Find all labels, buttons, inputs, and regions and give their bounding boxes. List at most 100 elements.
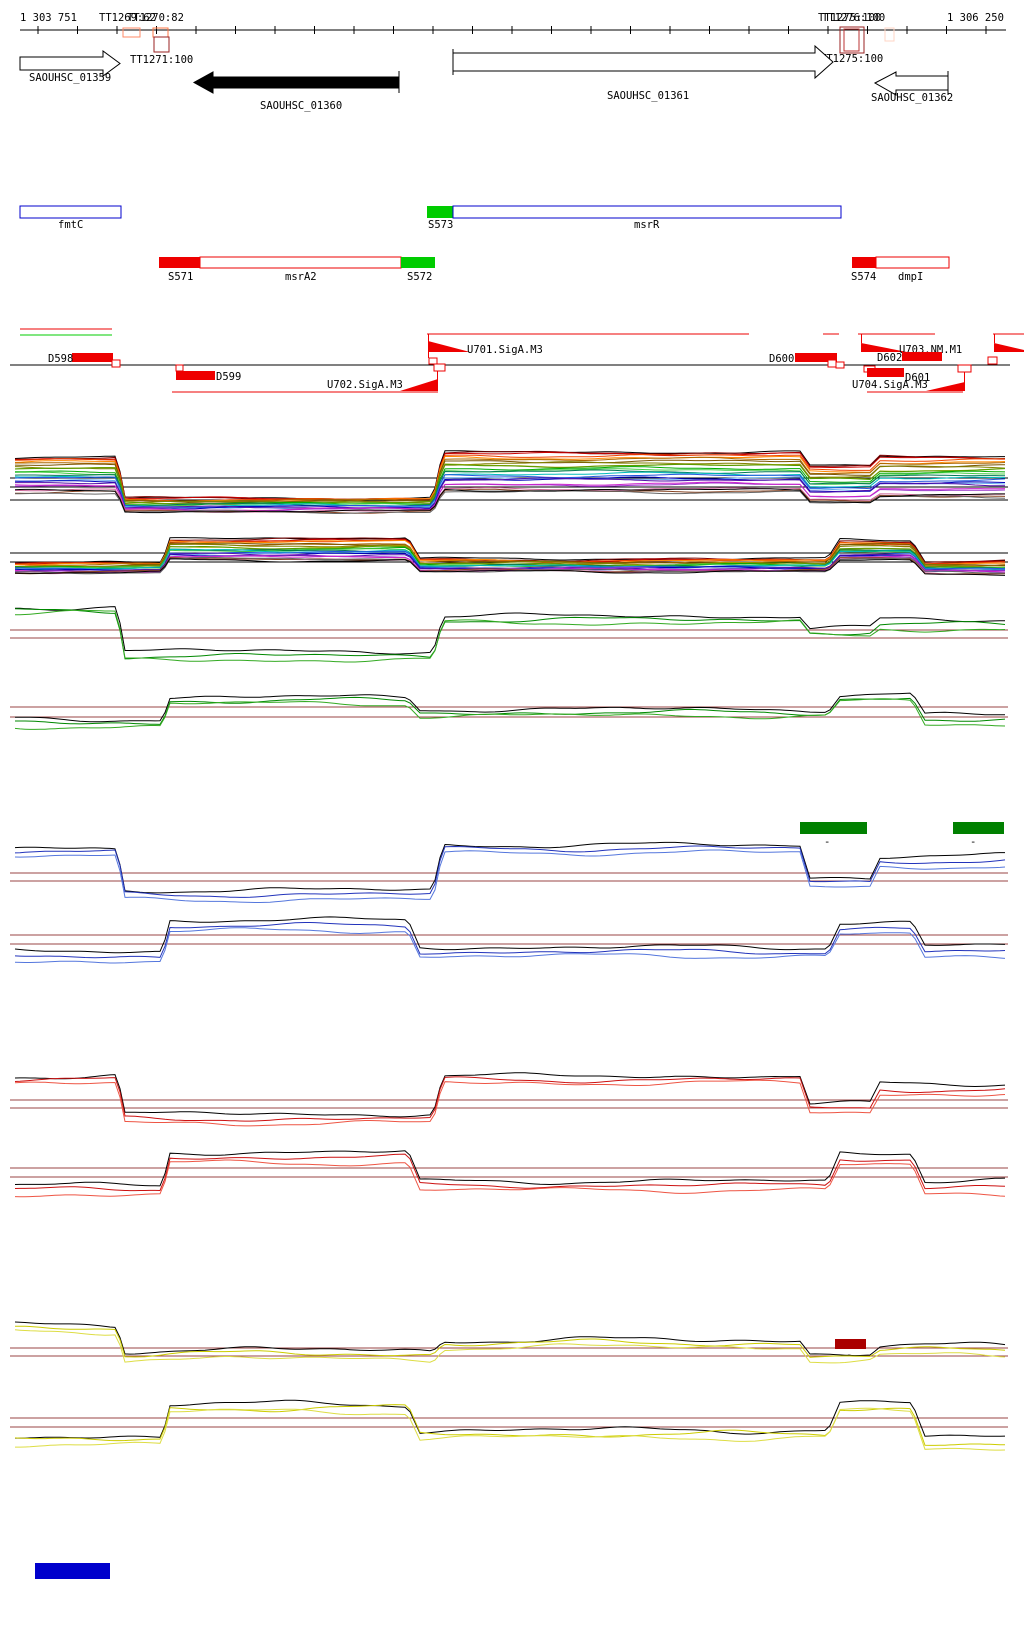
label-saouhsc-01360: SAOUHSC_01360 <box>260 100 342 112</box>
right-edge-marker[interactable] <box>987 356 998 365</box>
feature-box-s574[interactable] <box>852 257 876 268</box>
minus-mark: - <box>846 1349 852 1361</box>
signal-line <box>14 463 1006 505</box>
u703-wedge[interactable] <box>861 343 907 352</box>
label-tt1275-top: TT1275:100 <box>818 12 881 24</box>
signal-line <box>14 488 1005 514</box>
label-s571: S571 <box>168 271 193 283</box>
feature-row-1: fmtC S573 msrR <box>19 205 842 231</box>
label-saouhsc-01361: SAOUHSC_01361 <box>607 90 689 102</box>
signal-line <box>14 469 1006 507</box>
element-box-d601[interactable] <box>867 368 904 377</box>
signal-line <box>15 692 1006 723</box>
gene-arrow-saouhsc-01359[interactable] <box>19 50 121 77</box>
feature-box-msra2[interactable] <box>199 256 402 269</box>
feature-box-s572[interactable] <box>401 257 435 268</box>
signal-line <box>14 459 1005 504</box>
element-box-d600[interactable] <box>795 353 837 362</box>
gene-arrow-saouhsc-01360[interactable] <box>192 71 400 94</box>
signal-line <box>14 1159 1006 1198</box>
signal-line <box>14 916 1006 954</box>
label-saouhsc-01362: SAOUHSC_01362 <box>871 92 953 104</box>
signal-line <box>14 1153 1006 1192</box>
signal-line <box>15 477 1005 510</box>
signal-line <box>15 543 1006 569</box>
signal-line <box>14 1321 1006 1357</box>
right-edge-wedge[interactable] <box>994 343 1024 352</box>
terminator-box-tt1270[interactable] <box>152 27 169 38</box>
blue-bar[interactable] <box>35 1563 110 1579</box>
u702-marker[interactable] <box>433 363 446 372</box>
u701-wedge[interactable] <box>428 341 470 352</box>
label-saouhsc-01359: SAOUHSC_01359 <box>29 72 111 84</box>
track-fwd-blue <box>10 841 1008 903</box>
signal-line <box>14 1329 1006 1364</box>
terminator-box-tt1275[interactable] <box>839 26 865 54</box>
terminator-box-tt1269[interactable] <box>122 27 141 38</box>
track-rev-all <box>10 537 1008 576</box>
terminator-box-tt1276[interactable] <box>843 28 860 52</box>
element-box-d602[interactable] <box>902 352 942 361</box>
signal-line <box>14 1072 1006 1118</box>
signal-line <box>15 1399 1006 1439</box>
element-marker-d598[interactable] <box>111 359 121 368</box>
minus-mark: - <box>970 836 976 848</box>
element-box-d598[interactable] <box>72 353 113 362</box>
signal-line <box>14 1150 1006 1187</box>
green-bar-2[interactable] <box>953 822 1004 834</box>
feature-box-msrr[interactable] <box>452 205 842 219</box>
segment-bars: - - - <box>35 822 1004 1579</box>
signal-line <box>14 922 1006 959</box>
terminator-box-faint[interactable] <box>884 27 895 42</box>
u704-wedge[interactable] <box>926 382 965 391</box>
label-u702: U702.SigA.M3 <box>327 379 403 391</box>
label-d598: D598 <box>48 353 73 365</box>
label-fmtc: fmtC <box>58 219 83 231</box>
signal-line <box>14 540 1006 566</box>
u704-marker[interactable] <box>957 364 972 373</box>
track-rev-green <box>10 692 1008 730</box>
signal-line <box>15 549 1006 571</box>
dark-red-bar[interactable] <box>835 1339 866 1349</box>
track-fwd-yellow <box>10 1321 1008 1364</box>
element-box-d599[interactable] <box>176 371 215 380</box>
signal-line <box>14 841 1005 894</box>
terminator-box-tt1271[interactable] <box>153 36 170 53</box>
element-marker-d599[interactable] <box>175 364 184 372</box>
label-tt1271: TT1271:100 <box>130 54 193 66</box>
signal-line <box>14 1079 1006 1127</box>
track-rev-blue <box>10 916 1008 964</box>
u702-wedge[interactable] <box>400 379 438 391</box>
terminator-annotations: TT1269:62 TT1270:82 TT1271:100 TT1275:10… <box>99 12 895 66</box>
label-d601: D601 <box>905 372 930 384</box>
track-fwd-green <box>10 606 1008 663</box>
label-s574: S574 <box>851 271 876 283</box>
label-d602: D602 <box>877 352 902 364</box>
signal-line <box>14 481 1006 511</box>
green-bar-1[interactable] <box>800 822 867 834</box>
feature-box-s571[interactable] <box>159 257 200 268</box>
u701-marker[interactable] <box>428 357 438 365</box>
signal-line <box>14 552 1005 573</box>
signal-line <box>14 698 1006 730</box>
label-tt1270: TT1270:82 <box>127 12 184 24</box>
feature-box-fmtc[interactable] <box>19 205 122 219</box>
label-tt1276: TT1276:100 <box>822 12 885 24</box>
gene-arrow-saouhsc-01361[interactable] <box>452 44 834 80</box>
track-rev-yellow <box>10 1399 1008 1451</box>
signal-line <box>14 609 1006 663</box>
feature-box-s573[interactable] <box>427 206 453 218</box>
label-u701: U701.SigA.M3 <box>467 344 543 356</box>
signal-line <box>14 606 1005 655</box>
ruler-start-label: 1 303 751 <box>20 12 77 24</box>
signal-line <box>14 849 1006 903</box>
feature-row-2: S571 msrA2 S572 S574 dmpI <box>159 256 950 283</box>
track-rev-red <box>10 1150 1008 1198</box>
signal-line <box>14 558 1006 576</box>
element-marker-d600-a[interactable] <box>827 359 837 368</box>
feature-box-dmpi[interactable] <box>875 256 950 269</box>
signal-line <box>15 489 1006 514</box>
signal-line <box>15 1407 1006 1451</box>
element-marker-d600-b[interactable] <box>835 361 845 369</box>
signal-line <box>14 450 1006 500</box>
